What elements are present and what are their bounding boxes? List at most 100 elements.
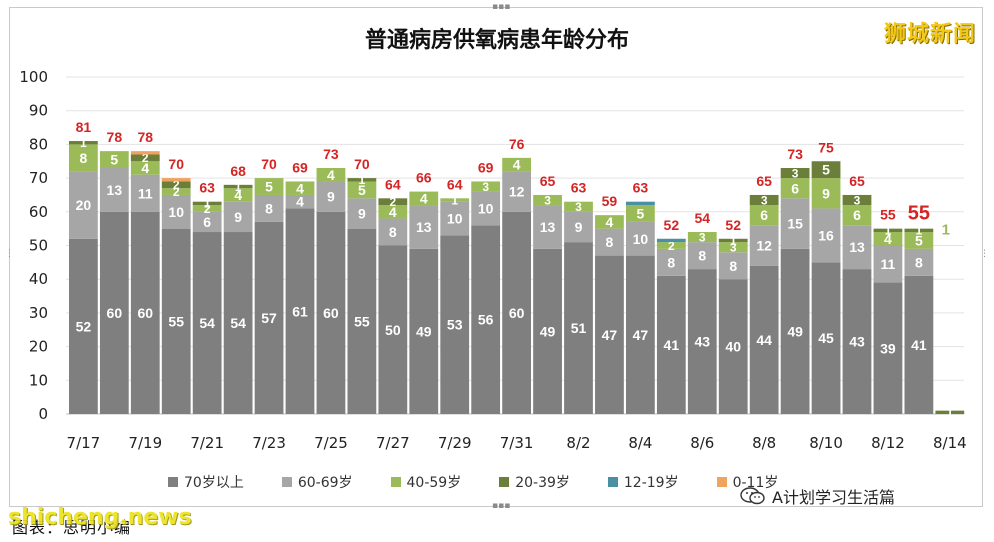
bar-value-label: 1 (730, 234, 737, 248)
bar-value-label: 49 (416, 323, 432, 339)
wechat-account: A计划学习生活篇 (740, 484, 895, 508)
resize-handle-right[interactable]: ⋮ (980, 249, 989, 259)
bar-value-label: 13 (540, 219, 556, 235)
bar-segment (130, 161, 160, 175)
total-label: 65 (540, 173, 556, 189)
legend-label: 70岁以上 (184, 475, 244, 491)
total-label: 54 (694, 210, 710, 226)
total-label: 55 (880, 207, 896, 223)
resize-handle-top[interactable]: ▪▪▪ (492, 2, 511, 12)
y-tick-label: 20 (29, 338, 48, 356)
legend-swatch (716, 477, 727, 487)
bar-value-label: 39 (880, 340, 896, 356)
bar-segment (533, 205, 562, 249)
x-tick-label: 7/21 (190, 434, 224, 452)
bar-value-label: 45 (818, 330, 834, 346)
x-tick-label: 8/14 (933, 434, 967, 452)
bar-value-label: 43 (694, 334, 710, 350)
bar-value-label: 44 (756, 332, 772, 348)
x-tick-label: 7/31 (500, 434, 534, 452)
bar-value-label: 10 (633, 231, 649, 247)
bar-segment (161, 188, 191, 195)
bar-segment (99, 151, 129, 168)
bar-segment (625, 255, 655, 414)
bar-segment (718, 279, 748, 414)
bar-segment (749, 205, 779, 226)
bar-value-label: 60 (107, 305, 123, 321)
bar-segment (502, 211, 531, 414)
footer-credit: 图表：思明小编 (12, 518, 132, 537)
bar-value-label: 54 (199, 315, 215, 331)
legend-swatch (281, 477, 292, 487)
bar-segment (378, 245, 408, 414)
bar-segment (161, 181, 191, 189)
bar-segment (749, 194, 779, 206)
bar-value-label: 57 (261, 310, 277, 326)
bar-value-label: 8 (79, 150, 87, 166)
bar-value-label: 49 (540, 323, 556, 339)
bar-value-label: 4 (141, 160, 149, 176)
bar-segment (223, 184, 253, 189)
bar-value-label: 54 (230, 315, 246, 331)
bar-value-label: 3 (575, 200, 582, 214)
bar-value-label: 6 (791, 180, 799, 196)
bar-value-label: 5 (636, 206, 644, 222)
bar-value-label: 13 (107, 182, 123, 198)
y-tick-label: 40 (29, 270, 48, 288)
bar-segment (223, 188, 253, 202)
bar-segment (625, 205, 655, 222)
y-tick-label: 80 (29, 135, 48, 153)
x-tick-label: 8/6 (690, 434, 714, 452)
total-label: 63 (571, 180, 587, 196)
bar-value-label: 13 (416, 219, 432, 235)
bar-segment (564, 211, 593, 243)
bar-segment (718, 242, 748, 253)
legend-label: 40-59岁 (406, 475, 462, 491)
bar-segment (811, 178, 841, 209)
bar-segment (192, 232, 222, 414)
bar-segment (347, 181, 377, 199)
bar-value-label: 4 (296, 194, 304, 210)
bar-segment (811, 161, 841, 179)
bar-value-label: 8 (389, 224, 397, 240)
legend-item: 0-11岁 (716, 472, 778, 492)
bar-value-label: 4 (327, 167, 335, 183)
legend-item: 40-59岁 (390, 472, 462, 492)
bar-value-label: 5 (822, 162, 830, 178)
bar-segment (130, 151, 160, 155)
bar-segment (656, 242, 686, 249)
total-label: 64 (385, 176, 401, 192)
y-tick-label: 100 (19, 68, 48, 86)
bar-segment (254, 178, 284, 195)
bar-segment (316, 167, 346, 182)
total-label: 70 (168, 156, 184, 172)
bar-value-label: 9 (234, 209, 242, 225)
brand-logo-text: 狮城新闻 (883, 21, 976, 47)
bar-value-label: 11 (881, 256, 896, 272)
legend-item: 12-19岁 (607, 472, 679, 492)
bar-segment (378, 198, 408, 206)
bar-value-label: 3 (699, 230, 706, 244)
bar-segment (471, 191, 501, 226)
bar-value-label: 8 (265, 200, 273, 216)
x-tick-label: 7/17 (67, 434, 101, 452)
bar-segment (904, 228, 934, 233)
y-tick-label: 70 (29, 169, 48, 187)
bar-value-label: 3 (730, 241, 737, 255)
bar-segment (904, 232, 934, 249)
bar-segment (130, 174, 160, 212)
bar-segment (873, 228, 903, 233)
bar-value-label: 9 (575, 219, 583, 235)
resize-handle-bottom[interactable]: ▪▪▪ (492, 501, 511, 511)
bar-segment (378, 205, 408, 219)
bar-value-label: 9 (358, 206, 366, 222)
legend-label: 12-19岁 (623, 475, 679, 491)
bar-value-label: 15 (787, 216, 803, 232)
resize-handle-left[interactable]: ⋮ (5, 249, 14, 259)
total-label: 55 (908, 203, 930, 225)
x-tick-label: 8/12 (871, 434, 905, 452)
bar-segment (625, 221, 655, 256)
bar-segment (192, 201, 222, 206)
bar-value-label: 61 (292, 303, 308, 319)
legend-item: 60-69岁 (281, 472, 353, 492)
